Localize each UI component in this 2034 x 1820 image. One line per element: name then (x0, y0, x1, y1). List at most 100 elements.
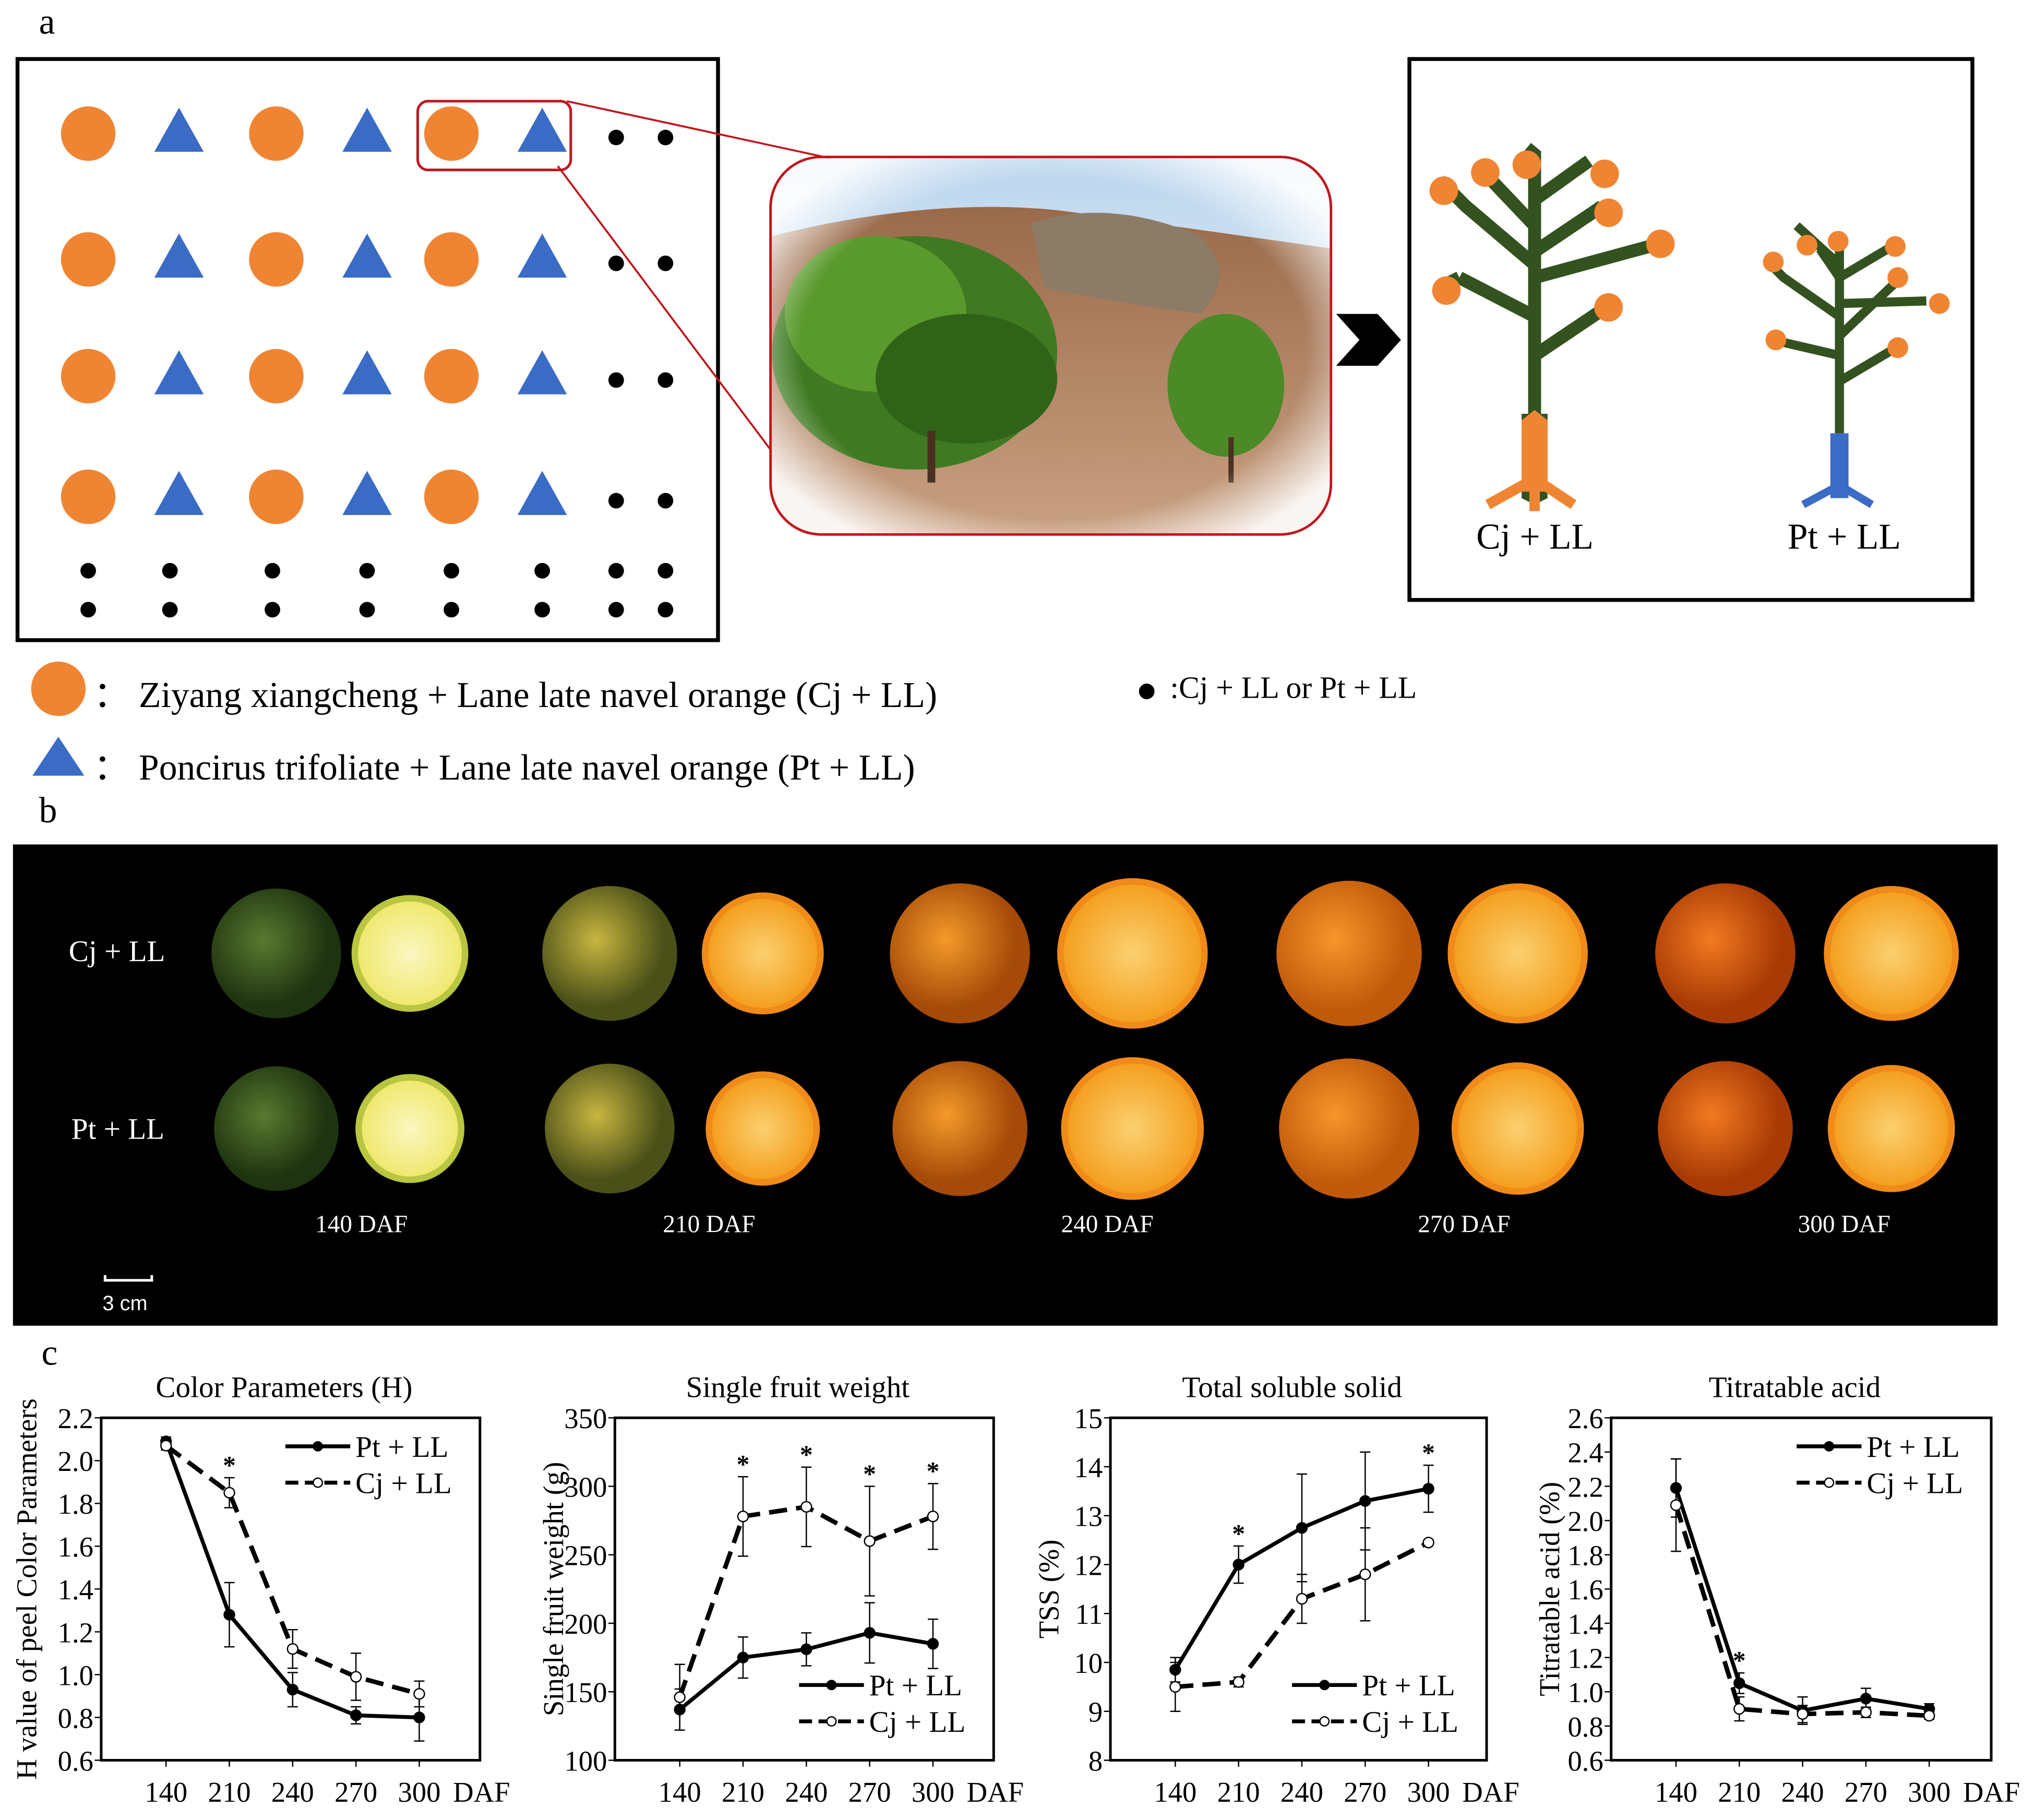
tree-label-cj: Cj + LL (1476, 517, 1594, 558)
y-tick-label: 0.6 (58, 1745, 93, 1777)
border-tree-dot (162, 562, 178, 579)
legend-symbols (31, 661, 86, 776)
pt-tree-marker (517, 107, 567, 152)
y-tick-label: 250 (564, 1540, 607, 1572)
legend-label: Cj + LL (1867, 1467, 1963, 1500)
x-tick-label: 240 (271, 1776, 314, 1808)
significance-star: * (737, 1450, 750, 1479)
x-tick-label: 300 (1908, 1776, 1951, 1808)
y-tick-label: 1.4 (1568, 1608, 1603, 1640)
stage-label-300: 300 DAF (1798, 1211, 1891, 1239)
significance-star: * (1422, 1439, 1435, 1467)
cj-tree-marker (61, 106, 116, 161)
y-tick-label: 13 (1074, 1501, 1103, 1532)
chart-title: Total soluble solid (1182, 1371, 1402, 1404)
data-point (927, 1511, 939, 1523)
x-tick-label: 210 (1718, 1776, 1761, 1808)
data-point (1733, 1703, 1745, 1715)
whole-fruit (1276, 880, 1422, 1026)
significance-star: * (1733, 1646, 1746, 1675)
data-point (1422, 1537, 1434, 1549)
cj-tree-marker (249, 106, 304, 161)
cut-fruit-flesh (1063, 884, 1202, 1022)
data-point (1296, 1522, 1308, 1534)
tree-label-pt: Pt + LL (1787, 517, 1901, 558)
chart-title: Single fruit weight (686, 1371, 910, 1404)
data-point (1359, 1568, 1371, 1580)
y-tick-label: 1.8 (58, 1488, 93, 1520)
significance-star: * (927, 1457, 940, 1486)
y-tick-label: 9 (1088, 1696, 1103, 1728)
x-axis-label: DAF (1963, 1776, 2020, 1808)
chart-1: Color Parameters (H) 0.6 0.8 1.0 1.2 1.4 1.6 1.… (11, 1371, 510, 1808)
charts-panel: Color Parameters (H)0.60.81.01.21.41.61.… (11, 1371, 2020, 1808)
whole-fruit (542, 885, 677, 1021)
cut-fruit-flesh (1454, 890, 1582, 1017)
cj-tree-marker (424, 349, 479, 404)
legend-pt: ： Poncirus trifoliate + Lane late navel … (93, 748, 915, 789)
legend-marker (313, 1477, 324, 1488)
data-point (1860, 1693, 1872, 1705)
data-point (1359, 1495, 1371, 1507)
cut-fruit-flesh (708, 899, 818, 1008)
border-tree-dot (359, 602, 375, 618)
cj-tree-diagram (1429, 142, 1675, 511)
x-tick-label: 300 (1407, 1776, 1450, 1808)
legend-marker (1319, 1680, 1330, 1691)
y-tick-label: 300 (564, 1471, 607, 1503)
data-point (350, 1709, 362, 1721)
x-tick-label: 270 (1845, 1776, 1887, 1808)
x-tick-label: 140 (659, 1776, 701, 1808)
x-tick-label: 300 (912, 1776, 954, 1808)
data-point (286, 1683, 299, 1696)
border-tree-dot (534, 562, 551, 579)
series-line-pt (1674, 1487, 1930, 1713)
whole-fruit (211, 888, 341, 1019)
x-tick-label: 140 (1655, 1776, 1697, 1808)
pt-tree-marker (154, 107, 204, 152)
data-point (286, 1643, 299, 1655)
arrow-chevron-icon (1336, 314, 1401, 366)
y-tick-label: 1.4 (58, 1574, 93, 1606)
y-tick-label: 350 (564, 1403, 607, 1434)
y-tick-label: 11 (1075, 1598, 1103, 1630)
pt-tree-marker (517, 471, 567, 515)
x-tick-label: 270 (1344, 1776, 1386, 1808)
y-tick-label: 100 (564, 1745, 607, 1777)
data-point (223, 1487, 235, 1499)
stage-label-270: 270 DAF (1418, 1211, 1511, 1239)
panel-label-c: c (41, 1333, 58, 1374)
whole-fruit (890, 883, 1030, 1024)
y-tick-label: 2.0 (1568, 1505, 1603, 1537)
legend-marker (1824, 1477, 1835, 1488)
fruit-photo-panel: Cj + LL Pt + LL 140 DAF 210 DAF 240 DAF … (13, 844, 1998, 1326)
x-tick-label: 240 (1781, 1776, 1824, 1808)
y-tick-label: 12 (1074, 1549, 1103, 1581)
pt-tree-marker (154, 471, 204, 515)
data-point (160, 1440, 172, 1452)
x-tick-label: 210 (208, 1776, 251, 1808)
cj-tree-marker (424, 232, 479, 287)
orchard-photo-illustration (772, 158, 1330, 533)
border-tree-dot (162, 602, 178, 618)
data-point (800, 1643, 812, 1656)
legend-marker (826, 1716, 837, 1727)
legend-marker (1824, 1441, 1835, 1452)
stage-label-140: 140 DAF (315, 1211, 408, 1239)
y-tick-label: 0.8 (58, 1702, 93, 1734)
x-tick-label: 300 (398, 1776, 440, 1808)
cj-tree-marker (424, 469, 479, 524)
y-tick-label: 0.6 (1568, 1745, 1603, 1777)
pt-tree-marker (342, 350, 392, 394)
legend-dot-icon (1139, 684, 1155, 699)
legend-label: Cj + LL (355, 1467, 452, 1500)
significance-star: * (863, 1459, 876, 1488)
y-tick-label: 1.8 (1568, 1540, 1603, 1572)
border-tree-dot (608, 562, 624, 579)
tree-diagrams (1429, 142, 1950, 511)
cut-fruit-flesh (1830, 892, 1953, 1015)
stage-label-240: 240 DAF (1061, 1211, 1154, 1239)
border-tree-dot (657, 562, 674, 579)
x-tick-label: 210 (722, 1776, 764, 1808)
